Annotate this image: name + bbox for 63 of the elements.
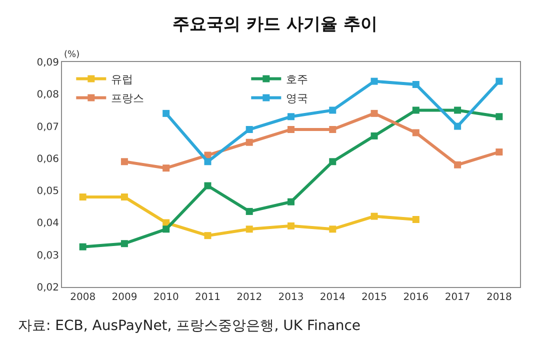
- point: [370, 132, 378, 140]
- point: [288, 126, 294, 133]
- point: [120, 194, 128, 200]
- y-tick-label: 0,07: [36, 122, 59, 133]
- y-tick-label: 0,03: [36, 250, 59, 262]
- point: [454, 106, 462, 114]
- point: [246, 208, 253, 215]
- point: [496, 113, 503, 120]
- legend-label: 유럽: [111, 73, 134, 86]
- point: [370, 78, 378, 85]
- x-tick-label: 2008: [70, 292, 96, 303]
- legend-label: 영국: [286, 92, 308, 106]
- point: [454, 161, 462, 168]
- point: [120, 158, 128, 166]
- x-tick-label: 2011: [195, 292, 220, 303]
- point: [412, 106, 420, 114]
- y-tick-label: 0,09: [36, 58, 59, 68]
- point: [454, 122, 462, 130]
- x-tick-label: 2018: [486, 292, 512, 303]
- y-tick-label: 0,04: [36, 218, 59, 230]
- point: [288, 198, 294, 206]
- point: [204, 182, 212, 190]
- point: [162, 164, 170, 172]
- y-tick-label: 0,02: [36, 282, 59, 294]
- point: [496, 148, 503, 156]
- point: [120, 240, 128, 248]
- point: [246, 126, 253, 133]
- point: [204, 158, 212, 166]
- x-tick-label: 2014: [320, 292, 346, 303]
- legend-label: 프랑스: [111, 92, 144, 106]
- point: [329, 126, 336, 133]
- point: [204, 232, 212, 240]
- x-tick-label: 2009: [112, 292, 138, 303]
- y-tick-label: 0,08: [36, 90, 59, 101]
- point: [412, 81, 420, 88]
- point: [496, 78, 503, 85]
- point: [288, 113, 294, 120]
- point: [288, 222, 294, 230]
- x-tick-label: 2012: [236, 292, 262, 303]
- point: [162, 110, 170, 117]
- x-tick-label: 2015: [362, 292, 387, 303]
- point: [246, 226, 253, 233]
- y-tick-label: 0,06: [36, 154, 59, 165]
- point: [246, 138, 253, 146]
- legend-label: 호주: [286, 73, 308, 86]
- y-axis-title: (%): [64, 50, 80, 60]
- x-tick-label: 2016: [403, 292, 429, 303]
- x-tick-label: 2017: [444, 292, 470, 303]
- point: [329, 158, 336, 166]
- point: [412, 129, 420, 136]
- point: [329, 226, 336, 233]
- x-tick-label: 2010: [153, 292, 179, 303]
- point: [329, 106, 336, 114]
- text: 자료: ECB, AusPayNet, 프랑스중앙은행, UK Finance: [18, 318, 361, 334]
- chart-title: 주요국의 카드 사기율 추이: [172, 14, 378, 34]
- point: [370, 212, 378, 220]
- y-tick-label: 0,05: [36, 186, 59, 198]
- point: [412, 216, 420, 223]
- point: [162, 226, 170, 233]
- point: [370, 110, 378, 117]
- x-tick-label: 2013: [278, 292, 304, 303]
- point: [79, 243, 86, 250]
- point: [79, 194, 86, 200]
